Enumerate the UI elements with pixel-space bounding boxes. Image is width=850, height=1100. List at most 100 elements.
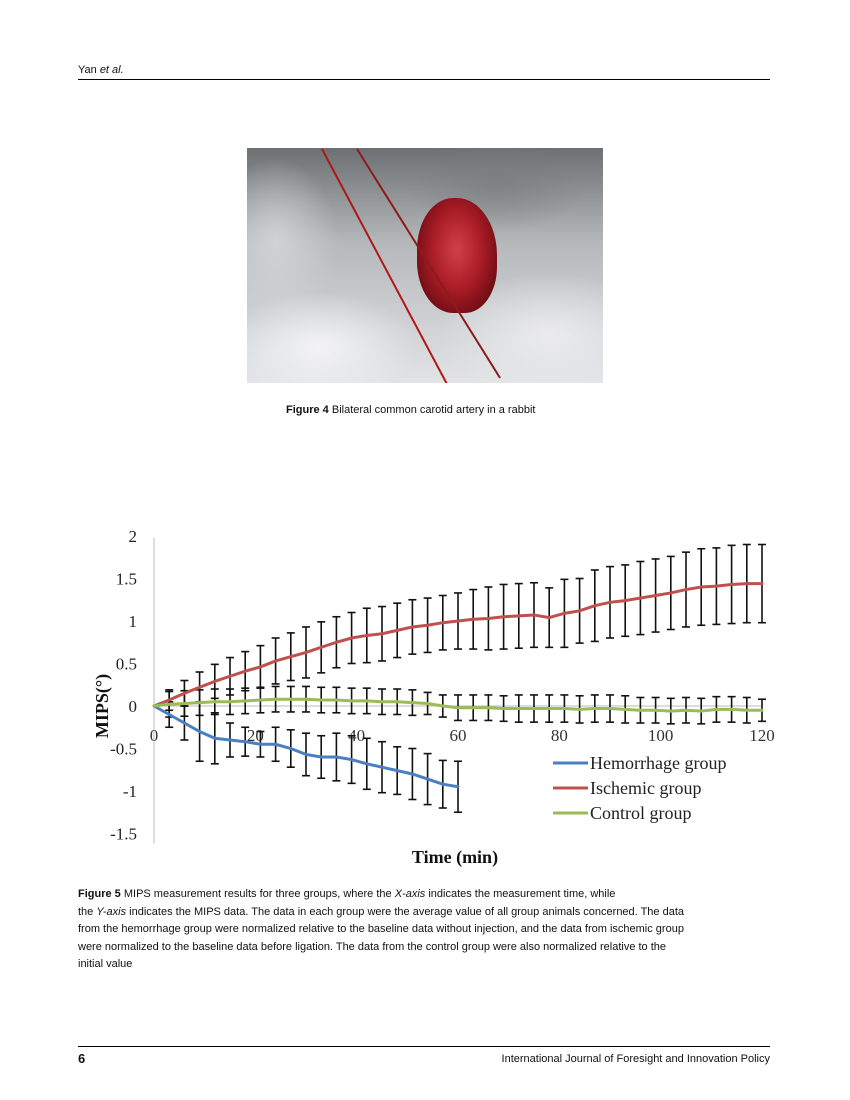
hemorrhage-group-point <box>228 738 232 742</box>
figure-4-caption: Figure 4 Bilateral common carotid artery… <box>286 402 535 419</box>
ischemic-group-point <box>471 617 475 621</box>
control-group-point <box>182 701 186 705</box>
ischemic-group-point <box>410 625 414 629</box>
hemorrhage-group-point <box>167 713 171 716</box>
y-tick-label: -1.5 <box>110 825 137 844</box>
control-group-point <box>380 700 384 704</box>
footer-rule <box>78 1046 770 1047</box>
caption-text: MIPS measurement results for three group… <box>120 888 395 900</box>
control-group-point <box>562 707 566 711</box>
control-group-point <box>654 708 658 712</box>
x-tick-label: 80 <box>551 726 568 745</box>
ischemic-group-point <box>608 600 612 604</box>
ischemic-group-point <box>213 679 217 683</box>
control-group-point <box>471 706 475 710</box>
control-group-point <box>714 707 718 711</box>
hemorrhage-group-point <box>274 742 278 746</box>
caption-text: initial value <box>78 958 133 970</box>
caption-text: from the hemorrhage group were normalize… <box>78 923 684 935</box>
hemorrhage-group-point <box>395 769 399 773</box>
control-group-point <box>486 706 490 710</box>
ischemic-group-point <box>578 609 582 613</box>
hemorrhage-group-point <box>243 740 247 744</box>
ischemic-group-point <box>760 582 764 586</box>
caption-text: Y-axis <box>96 905 127 918</box>
y-tick-label: 1.5 <box>116 570 137 589</box>
control-group-point <box>456 706 460 710</box>
hemorrhage-group-point <box>456 785 460 789</box>
caption-line: from the hemorrhage group were normalize… <box>78 921 684 938</box>
ischemic-group-point <box>517 614 521 618</box>
x-tick-label: 100 <box>648 726 674 745</box>
control-group-point <box>760 708 764 712</box>
x-tick-label: 0 <box>150 726 159 745</box>
ischemic-group-point <box>502 615 506 619</box>
hemorrhage-group-point <box>410 772 414 776</box>
ischemic-group-point <box>426 623 430 627</box>
hemorrhage-group-point <box>198 730 202 733</box>
control-group-point <box>638 708 642 712</box>
hemorrhage-group-point <box>350 758 354 762</box>
hemorrhage-group-point <box>319 755 323 759</box>
control-group-point <box>410 701 414 705</box>
surgical-wound <box>417 198 497 313</box>
caption-text: indicates the MIPS data. The data in eac… <box>126 905 684 918</box>
journal-name: International Journal of Foresight and I… <box>501 1053 770 1065</box>
hemorrhage-group-point <box>380 765 384 769</box>
control-group-point <box>289 697 293 701</box>
control-group-point <box>669 709 673 713</box>
hemorrhage-group-point <box>441 782 445 786</box>
control-group-point <box>274 697 278 701</box>
control-group-point <box>547 707 551 711</box>
x-tick-label: 40 <box>348 726 365 745</box>
y-tick-label: -0.5 <box>110 740 137 759</box>
control-group-point <box>213 700 217 704</box>
ischemic-group-point <box>669 591 673 595</box>
caption-text: indicates the measurement time, while <box>425 888 616 900</box>
ischemic-group-point <box>350 636 354 640</box>
ischemic-group-point <box>593 604 597 608</box>
ischemic-group-point <box>319 645 323 649</box>
control-group-point <box>152 704 156 708</box>
control-group-point <box>334 698 338 702</box>
ischemic-group-point <box>547 616 551 620</box>
ischemic-group-point <box>456 619 460 623</box>
legend-label-ischemic-group: Ischemic group <box>590 778 701 798</box>
control-group-point <box>228 700 232 704</box>
caption-line: the Y-axis indicates the MIPS data. The … <box>78 904 684 921</box>
control-group-point <box>532 707 536 711</box>
ischemic-group-point <box>730 582 734 586</box>
control-group-point <box>517 707 521 711</box>
control-group-point <box>426 701 430 705</box>
hemorrhage-group-point <box>289 747 293 750</box>
control-group-point <box>304 697 308 701</box>
ischemic-group-point <box>380 632 384 636</box>
ischemic-group-point <box>258 665 262 669</box>
ischemic-group-point <box>562 611 566 615</box>
caption-line: Figure 5 MIPS measurement results for th… <box>78 886 615 903</box>
hemorrhage-group-point <box>334 755 338 759</box>
ischemic-group-point <box>486 616 490 620</box>
ischemic-group-point <box>654 594 658 597</box>
caption-text: the <box>78 905 97 918</box>
caption-text: were normalized to the baseline data bef… <box>78 940 667 953</box>
caption-line: were normalized to the baseline data bef… <box>78 939 666 956</box>
control-group-point <box>684 708 688 712</box>
hemorrhage-group-point <box>426 777 430 781</box>
ischemic-group-point <box>441 621 445 625</box>
page-number: 6 <box>78 1051 86 1066</box>
x-axis-label: Time (min) <box>412 847 498 868</box>
x-tick-label: 120 <box>749 726 775 745</box>
y-tick-label: 0.5 <box>116 655 137 674</box>
figure-label: Figure 5 <box>78 888 121 900</box>
ischemic-group-point <box>198 685 202 689</box>
y-tick-label: 0 <box>129 697 138 716</box>
y-tick-label: 1 <box>129 612 138 631</box>
caption-text: Bilateral common carotid artery in a rab… <box>328 404 536 416</box>
control-group-point <box>730 707 734 711</box>
caption-line: initial value <box>78 956 132 973</box>
ischemic-group-point <box>228 674 232 678</box>
control-group-point <box>319 698 323 702</box>
